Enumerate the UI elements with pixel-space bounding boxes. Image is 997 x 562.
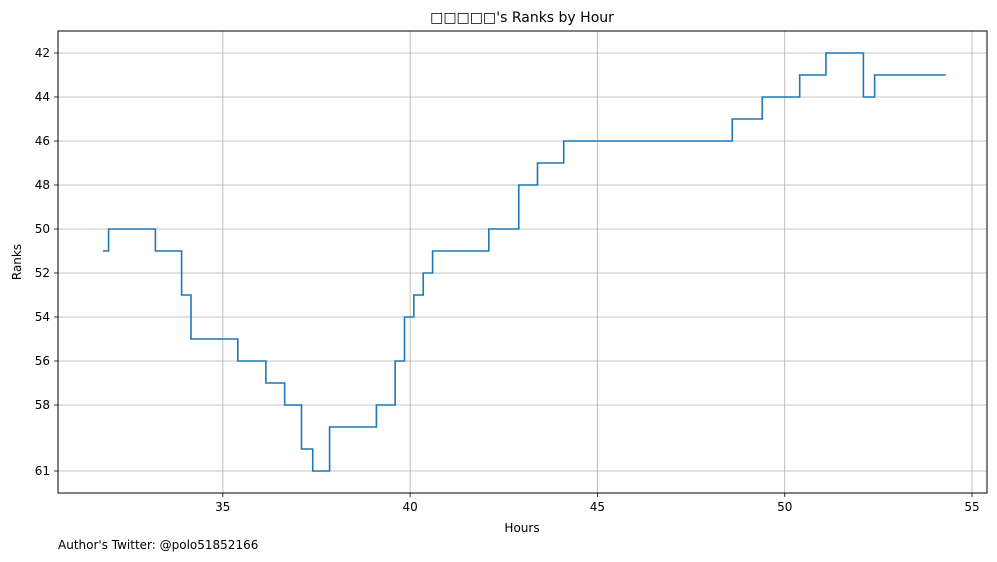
x-tick-label: 35 [215, 500, 230, 514]
y-tick-label: 58 [35, 398, 50, 412]
x-tick-label: 45 [590, 500, 605, 514]
x-tick-label: 40 [402, 500, 417, 514]
y-tick-label: 56 [35, 354, 50, 368]
x-axis-label: Hours [504, 521, 539, 535]
x-tick-label: 50 [777, 500, 792, 514]
chart-title: □□□□□'s Ranks by Hour [430, 10, 614, 26]
y-tick-label: 48 [35, 178, 50, 192]
y-tick-label: 54 [35, 310, 50, 324]
y-tick-label: 52 [35, 266, 50, 280]
plot-frame [57, 30, 988, 494]
y-tick-label: 44 [35, 90, 50, 104]
y-axis: 42 44 46 48 50 52 54 56 58 61 [35, 46, 58, 478]
y-tick-label: 61 [35, 464, 50, 478]
y-tick-label: 50 [35, 222, 50, 236]
x-tick-label: 55 [964, 500, 979, 514]
rank-series-line [102, 52, 946, 472]
author-credit: Author's Twitter: @polo51852166 [58, 538, 259, 552]
grid-lines [58, 31, 987, 493]
y-tick-label: 46 [35, 134, 50, 148]
y-axis-label: Ranks [10, 244, 24, 280]
y-tick-label: 42 [35, 46, 50, 60]
x-axis: 35 40 45 50 55 [215, 493, 980, 514]
